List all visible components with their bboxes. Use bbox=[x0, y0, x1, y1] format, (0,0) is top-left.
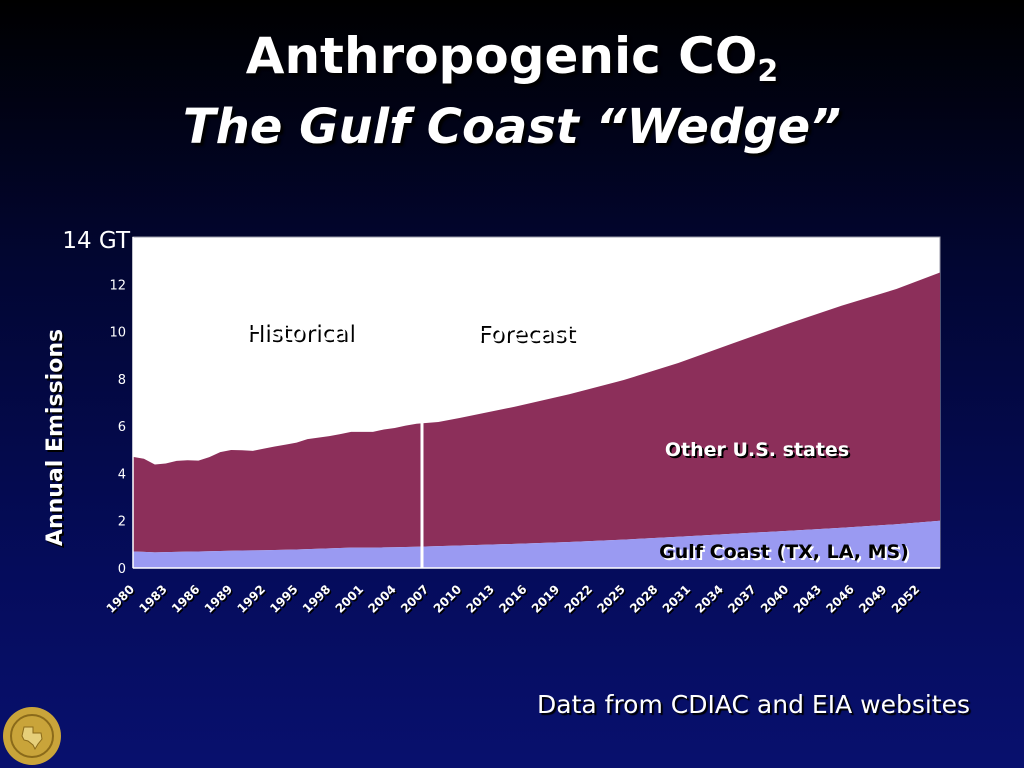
y-tick-label: 0 bbox=[118, 562, 126, 577]
series-label-other-states-shadow: Other U.S. states bbox=[667, 441, 851, 463]
slide-title: Anthropogenic CO2 bbox=[0, 26, 1024, 89]
y-axis-title-shadow: Annual Emissions bbox=[45, 331, 70, 548]
series-label-gulf-coast: Gulf Coast (TX, LA, MS) bbox=[659, 541, 909, 563]
y-tick-label: 12 bbox=[109, 278, 126, 293]
y-tick-label: 10 bbox=[109, 326, 126, 341]
series-label-gulf-coast-shadow: Gulf Coast (TX, LA, MS) bbox=[661, 543, 911, 565]
slide-title-text: Anthropogenic CO bbox=[245, 27, 758, 85]
y-top-label: 14 GT bbox=[62, 228, 131, 254]
slide-subtitle: The Gulf Coast “Wedge” bbox=[182, 99, 842, 155]
y-axis-title: Annual Emissions bbox=[43, 329, 68, 546]
y-tick-label: 4 bbox=[118, 467, 126, 482]
area-other-states bbox=[133, 272, 940, 553]
area-gulf-coast bbox=[133, 520, 940, 568]
period-label: Historical bbox=[246, 320, 354, 346]
y-tick-label: 2 bbox=[118, 515, 126, 530]
slide-title-subscript: 2 bbox=[757, 54, 779, 89]
seal-texas-shape bbox=[21, 726, 43, 751]
university-seal-icon bbox=[3, 707, 61, 765]
source-note: Data from CDIAC and EIA websites bbox=[537, 690, 970, 719]
y-tick-label: 8 bbox=[118, 373, 126, 388]
seal-inner-ring bbox=[10, 714, 54, 758]
period-label: Forecast bbox=[477, 321, 574, 347]
period-label-shadow: Forecast bbox=[479, 323, 576, 349]
y-tick-label: 6 bbox=[118, 420, 126, 435]
period-label-shadow: Historical bbox=[248, 322, 356, 348]
series-label-other-states: Other U.S. states bbox=[665, 439, 849, 461]
